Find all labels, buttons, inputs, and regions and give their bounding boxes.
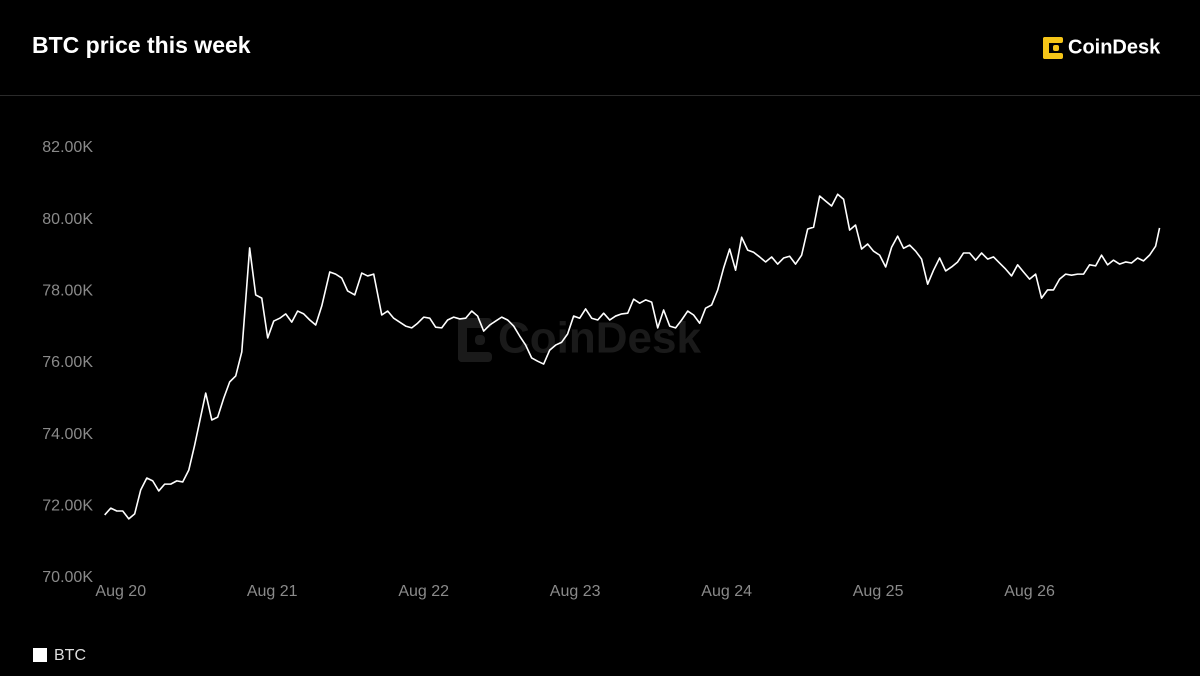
x-tick-label: Aug 20 [95,583,146,600]
x-tick-label: Aug 23 [550,583,601,600]
legend-swatch [33,648,47,662]
x-tick-label: Aug 22 [398,583,449,600]
legend-label: BTC [54,647,86,664]
chart-title: BTC price this week [32,32,251,58]
x-tick-label: Aug 25 [853,583,904,600]
watermark-icon [458,318,492,362]
x-tick-label: Aug 24 [701,583,752,600]
y-tick-label: 76.00K [42,354,93,371]
logo-icon [1043,37,1063,59]
y-tick-label: 74.00K [42,426,93,443]
price-line [104,193,1161,520]
x-tick-label: Aug 21 [247,583,298,600]
y-tick-label: 78.00K [42,283,93,300]
plot-area: 70.00K 72.00K 74.00K 76.00K 78.00K 80.00K 82.0… [42,139,1161,600]
y-tick-label: 80.00K [42,211,93,228]
watermark-text: CoinDesk [498,314,701,363]
y-tick-label: 70.00K [42,569,93,586]
x-tick-label: Aug 26 [1004,583,1055,600]
y-tick-label: 72.00K [42,498,93,515]
logo-text: CoinDesk [1068,36,1161,58]
y-tick-label: 82.00K [42,139,93,156]
logo: CoinDesk [1043,36,1161,59]
